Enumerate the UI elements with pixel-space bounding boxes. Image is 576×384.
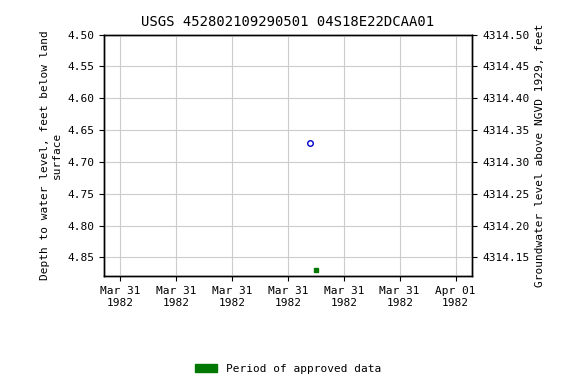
- Y-axis label: Depth to water level, feet below land
surface: Depth to water level, feet below land su…: [40, 31, 62, 280]
- Y-axis label: Groundwater level above NGVD 1929, feet: Groundwater level above NGVD 1929, feet: [535, 24, 545, 287]
- Legend: Period of approved data: Period of approved data: [191, 359, 385, 379]
- Title: USGS 452802109290501 04S18E22DCAA01: USGS 452802109290501 04S18E22DCAA01: [142, 15, 434, 29]
